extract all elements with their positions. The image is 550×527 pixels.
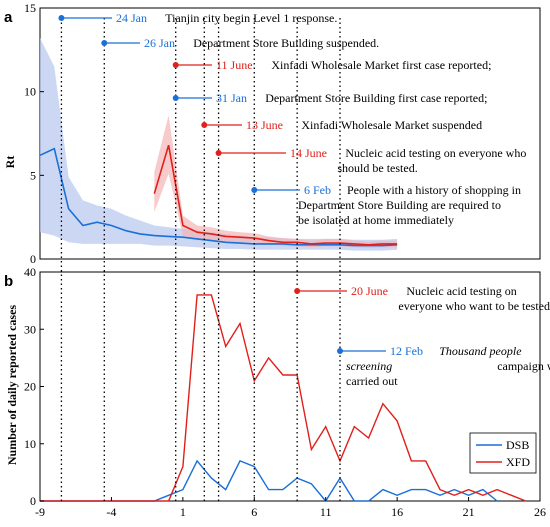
legend-dsb-label: DSB: [506, 438, 529, 452]
annotation-a2: 11 June Xinfadi Wholesale Market first ca…: [172, 58, 491, 72]
panel-b-ylabel: Number of daily reported cases: [5, 305, 19, 466]
ytick-label: 10: [24, 85, 36, 99]
xtick-label: -4: [106, 505, 116, 519]
annotation-text: Nucleic acid testing on: [406, 284, 516, 298]
annotation-text: everyone who want to be tested: [398, 299, 550, 313]
annotation-date: 11 June: [216, 58, 253, 72]
annotation-a0: 24 Jan Tianjin city begin Level 1 respons…: [58, 11, 337, 25]
panel-b-lines: [40, 294, 526, 503]
panel-a-bands: [40, 38, 398, 251]
annotation-marker: [251, 187, 258, 193]
ytick-label: 40: [24, 265, 36, 279]
line-rt-dsb: [39, 147, 398, 247]
xtick-label: 16: [391, 505, 403, 519]
xtick-label: 26: [534, 505, 546, 519]
line-cases-xfd: [40, 294, 526, 502]
legend: DSB XFD: [469, 432, 537, 474]
panel-a-letter: a: [4, 9, 13, 26]
annotation-b1: 12 Feb Thousand people screening campaign w…: [337, 344, 550, 388]
ytick-label: 15: [24, 1, 36, 15]
annotation-a1: 26 Jan Department Store Building suspende…: [101, 36, 379, 50]
annotation-text: carried out: [346, 374, 398, 388]
xtick-label: 1: [180, 505, 186, 519]
annotations: 24 Jan Tianjin city begin Level 1 respons…: [58, 11, 550, 388]
band-xfd: [154, 115, 398, 249]
annotation-text: be isolated at home immediately: [298, 213, 454, 227]
annotation-text: Tianjin city begin Level 1 response.: [165, 11, 337, 25]
line-rt-xfd: [153, 144, 398, 246]
annotation-date: 13 June: [246, 118, 283, 132]
annotation-text: Department Store Building are required t…: [298, 198, 501, 212]
panel-a-yticks: 0 5 10 15: [24, 1, 44, 266]
ytick-label: 0: [30, 252, 36, 266]
panel-b-letter: b: [4, 273, 13, 290]
panel-b: b Number of daily reported cases 0 10 20 30…: [4, 265, 546, 519]
panel-a: a Rt 0 5 10 15: [3, 1, 541, 266]
panel-b-xticks: -9 -4 1 6 11 16 21 26: [35, 497, 546, 519]
legend-box: [469, 432, 537, 474]
annotation-a5: 14 June Nucleic acid testing on everyone …: [215, 146, 526, 175]
ytick-label: 30: [24, 322, 36, 336]
xtick-label: 21: [463, 505, 475, 519]
annotation-text: Nucleic acid testing on everyone who: [345, 146, 526, 160]
panel-a-lines: [39, 144, 398, 247]
annotation-text: Xinfadi Wholesale Market first case repo…: [271, 58, 491, 72]
xtick-label: 6: [251, 505, 257, 519]
annotation-text: should be tested.: [337, 161, 417, 175]
annotation-date: 6 Feb: [304, 183, 331, 197]
band-dsb: [40, 38, 398, 251]
xtick-label: 11: [320, 505, 332, 519]
annotation-a6: 6 Feb People with a history of shopping i…: [251, 183, 521, 227]
annotation-a4: 13 June Xinfadi Wholesale Market suspende…: [201, 118, 482, 132]
annotation-a3: 31 Jan Department Store Building first ca…: [172, 91, 487, 105]
annotation-text: screening: [346, 359, 392, 373]
annotation-text: Xinfadi Wholesale Market suspended: [301, 118, 482, 132]
ytick-label: 5: [30, 168, 36, 182]
annotation-date: 20 June: [351, 284, 388, 298]
xtick-label: -9: [35, 505, 45, 519]
annotation-text: Department Store Building suspended.: [193, 36, 379, 50]
legend-xfd-label: XFD: [506, 455, 530, 469]
annotation-text: People with a history of shopping in: [347, 183, 521, 197]
annotation-date: 14 June: [290, 146, 327, 160]
annotation-text: Department Store Building first case rep…: [265, 91, 487, 105]
annotation-date: 12 Feb: [390, 344, 423, 358]
panel-a-ylabel: Rt: [3, 156, 17, 169]
annotation-date: 24 Jan: [116, 11, 147, 25]
ytick-label: 20: [24, 380, 36, 394]
ytick-label: 0: [30, 494, 36, 508]
panel-b-yticks: 0 10 20 30 40: [24, 265, 44, 508]
ytick-label: 10: [24, 437, 36, 451]
annotation-text: Thousand people: [439, 344, 522, 358]
annotation-date: 26 Jan: [144, 36, 175, 50]
annotation-date: 31 Jan: [216, 91, 247, 105]
annotation-text: campaign was: [497, 359, 550, 373]
